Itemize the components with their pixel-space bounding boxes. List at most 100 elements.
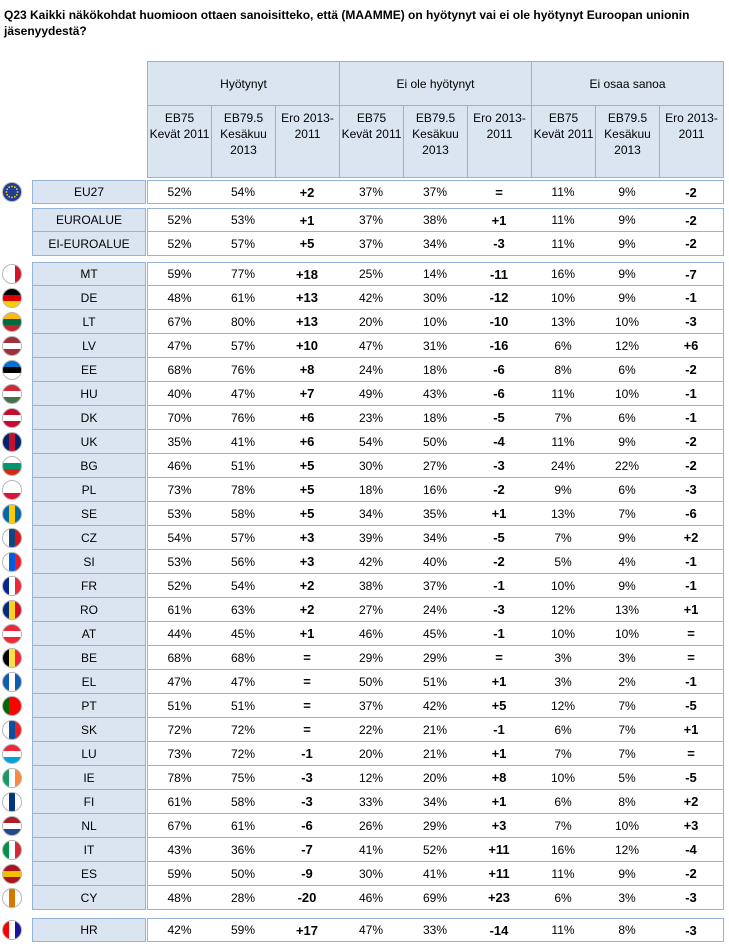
diff-cell: -9 [275, 862, 340, 886]
diff-cell: -4 [467, 430, 532, 454]
diff-cell: -12 [467, 286, 532, 310]
diff-cell: -6 [275, 814, 340, 838]
value-cell: 54% [211, 574, 276, 598]
value-cell: 68% [147, 358, 212, 382]
diff-cell: +5 [275, 502, 340, 526]
diff-cell: +10 [275, 334, 340, 358]
value-cell: 47% [211, 670, 276, 694]
row-label: IT [32, 838, 146, 862]
group-header: Hyötynyt [147, 61, 340, 106]
value-cell: 80% [211, 310, 276, 334]
value-cell: 10% [531, 574, 596, 598]
diff-cell: = [275, 694, 340, 718]
value-cell: 54% [211, 180, 276, 204]
value-cell: 68% [211, 646, 276, 670]
group-header: Ei osaa sanoa [531, 61, 724, 106]
value-cell: 10% [595, 382, 660, 406]
column-header: EB79.5 Kesäkuu 2013 [211, 106, 276, 178]
value-cell: 44% [147, 622, 212, 646]
column-header: EB75 Kevät 2011 [531, 106, 596, 178]
value-cell: 43% [147, 838, 212, 862]
value-cell: 28% [211, 886, 276, 910]
diff-cell: -3 [467, 232, 532, 256]
flag-icon [2, 920, 22, 940]
value-cell: 56% [211, 550, 276, 574]
value-cell: 57% [211, 334, 276, 358]
value-cell: 24% [339, 358, 404, 382]
row-label: NL [32, 814, 146, 838]
value-cell: 10% [531, 286, 596, 310]
value-cell: 13% [595, 598, 660, 622]
value-cell: 30% [339, 862, 404, 886]
diff-cell: -5 [467, 526, 532, 550]
row-label: BG [32, 454, 146, 478]
value-cell: 11% [531, 382, 596, 406]
diff-cell: -1 [659, 670, 724, 694]
value-cell: 47% [147, 670, 212, 694]
value-cell: 14% [403, 262, 468, 286]
diff-cell: -14 [467, 918, 532, 942]
diff-cell: -1 [467, 718, 532, 742]
value-cell: 12% [531, 598, 596, 622]
value-cell: 51% [403, 670, 468, 694]
value-cell: 46% [339, 622, 404, 646]
diff-cell: -2 [659, 232, 724, 256]
flag-icon [2, 696, 22, 716]
flag-icon [2, 600, 22, 620]
flag-icon [2, 408, 22, 428]
value-cell: 52% [403, 838, 468, 862]
value-cell: 46% [147, 454, 212, 478]
diff-cell: -11 [467, 262, 532, 286]
diff-cell: = [275, 646, 340, 670]
value-cell: 54% [339, 430, 404, 454]
value-cell: 6% [531, 790, 596, 814]
value-cell: 20% [339, 310, 404, 334]
value-cell: 59% [147, 262, 212, 286]
diff-cell: = [659, 622, 724, 646]
diff-cell: +6 [275, 406, 340, 430]
diff-cell: +6 [275, 430, 340, 454]
table-row: UK 35% 41% +6 54% 50% -4 11% 9% -2 [0, 430, 729, 454]
diff-cell: -3 [659, 478, 724, 502]
row-label: LT [32, 310, 146, 334]
value-cell: 11% [531, 862, 596, 886]
row-label: EU27 [32, 180, 146, 204]
diff-cell: +1 [275, 208, 340, 232]
flag-icon [2, 864, 22, 884]
flag-icon [2, 336, 22, 356]
value-cell: 10% [531, 766, 596, 790]
value-cell: 16% [531, 262, 596, 286]
diff-cell: = [659, 742, 724, 766]
value-cell: 67% [147, 310, 212, 334]
diff-cell: +1 [467, 790, 532, 814]
row-label: LV [32, 334, 146, 358]
value-cell: 12% [531, 694, 596, 718]
value-cell: 6% [595, 358, 660, 382]
value-cell: 43% [403, 382, 468, 406]
value-cell: 58% [211, 502, 276, 526]
value-cell: 72% [211, 718, 276, 742]
value-cell: 57% [211, 526, 276, 550]
value-cell: 29% [403, 814, 468, 838]
value-cell: 49% [339, 382, 404, 406]
value-cell: 7% [595, 694, 660, 718]
value-cell: 41% [339, 838, 404, 862]
value-cell: 76% [211, 358, 276, 382]
value-cell: 36% [211, 838, 276, 862]
value-cell: 18% [403, 406, 468, 430]
value-cell: 5% [531, 550, 596, 574]
diff-cell: +2 [659, 526, 724, 550]
diff-cell: +5 [275, 232, 340, 256]
diff-cell: = [275, 670, 340, 694]
table-row: FI 61% 58% -3 33% 34% +1 6% 8% +2 [0, 790, 729, 814]
value-cell: 72% [211, 742, 276, 766]
diff-cell: +2 [275, 574, 340, 598]
value-cell: 9% [595, 180, 660, 204]
value-cell: 78% [211, 478, 276, 502]
value-cell: 8% [595, 918, 660, 942]
table-row: PT 51% 51% = 37% 42% +5 12% 7% -5 [0, 694, 729, 718]
row-label: EL [32, 670, 146, 694]
value-cell: 53% [147, 502, 212, 526]
value-cell: 18% [339, 478, 404, 502]
value-cell: 6% [595, 406, 660, 430]
